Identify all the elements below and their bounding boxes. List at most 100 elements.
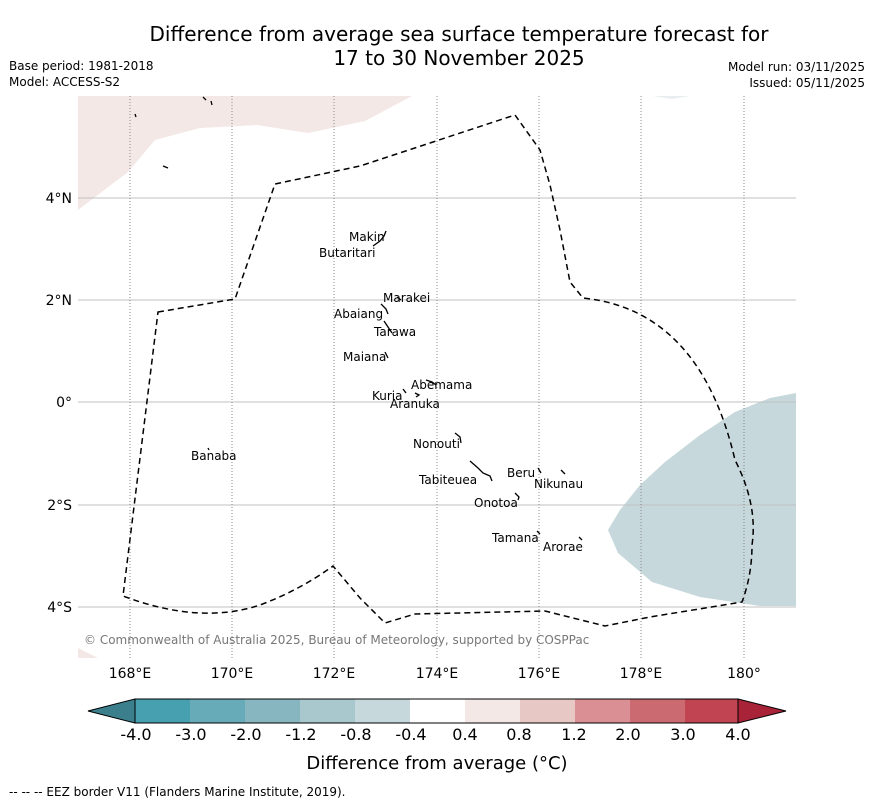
lon-label: 172°E	[313, 666, 356, 682]
atoll-abemama	[425, 379, 437, 386]
colorbar: -4.0 -3.0 -2.0 -1.2 -0.8 -0.4 0.4 0.8 1.…	[87, 698, 787, 774]
atoll-tarawa	[383, 320, 393, 334]
island-mark	[162, 165, 169, 169]
atoll-kuria	[402, 388, 407, 394]
longitude-labels: 168°E 170°E 172°E 174°E 176°E 178°E 180°	[109, 666, 761, 682]
colorbar-label: 0.4	[452, 725, 477, 744]
colorbar-label: 2.0	[615, 725, 640, 744]
model-run: Model run: 03/11/2025	[727, 60, 865, 74]
place-label: Maiana	[343, 350, 386, 364]
colorbar-segment	[465, 699, 520, 723]
place-label: Beru	[507, 466, 535, 480]
colorbar-title: Difference from average (°C)	[306, 753, 567, 774]
title-line-1: Difference from average sea surface temp…	[149, 22, 769, 46]
place-label: Nonouti	[413, 437, 460, 451]
place-label: Banaba	[191, 449, 237, 463]
lon-label: 180°	[727, 666, 761, 682]
footnote: -- -- -- EEZ border V11 (Flanders Marine…	[9, 785, 346, 799]
colorbar-segment	[190, 699, 245, 723]
atoll-aranuka	[414, 392, 421, 398]
colorbar-segment	[355, 699, 410, 723]
atoll-onotoa	[514, 492, 520, 501]
map-panel	[78, 96, 796, 658]
colorbar-segment	[300, 699, 355, 723]
place-label: Abemama	[411, 378, 472, 392]
colorbar-label: 0.8	[506, 725, 531, 744]
place-label: Tamana	[491, 531, 539, 545]
lon-label: 168°E	[109, 666, 152, 682]
island-banaba	[207, 447, 210, 451]
issued-date: Issued: 05/11/2025	[749, 76, 865, 90]
lon-label: 176°E	[518, 666, 561, 682]
atoll-nonouti	[454, 432, 462, 444]
lat-label: 4°N	[46, 191, 72, 207]
island-mark	[202, 96, 207, 101]
colorbar-extend-high	[737, 698, 787, 724]
colorbar-label: -1.2	[285, 725, 316, 744]
place-label: Tabiteuea	[418, 473, 477, 487]
atoll-abaiang	[380, 303, 389, 315]
meta-right: Model run: 03/11/2025 Issued: 05/11/2025	[728, 59, 865, 91]
colorbar-label: -2.0	[230, 725, 261, 744]
colorbar-label: 4.0	[725, 725, 750, 744]
warm-anomaly-region	[78, 96, 412, 210]
atoll-makin-butaritari	[372, 230, 387, 247]
place-label: Marakei	[383, 291, 430, 305]
atoll-beru	[537, 467, 542, 474]
colorbar-segment	[685, 699, 738, 723]
copyright-notice: © Commonwealth of Australia 2025, Bureau…	[84, 633, 589, 647]
longitude-gridlines	[129, 96, 745, 658]
place-label: Arorae	[543, 540, 583, 554]
place-labels: Makin Butaritari Marakei Abaiang Tarawa …	[191, 230, 583, 554]
model-name: Model: ACCESS-S2	[9, 75, 121, 89]
colorbar-extend-low	[87, 698, 136, 724]
colorbar-label: -0.8	[340, 725, 371, 744]
colorbar-segment	[520, 699, 575, 723]
colorbar-label: -4.0	[120, 725, 151, 744]
place-label: Onotoa	[474, 496, 518, 510]
lat-label: 0°	[56, 395, 72, 411]
place-label: Tarawa	[373, 325, 416, 339]
colorbar-frame	[134, 698, 739, 724]
eez-border	[122, 114, 754, 627]
atoll-arorae	[578, 536, 583, 541]
lon-label: 170°E	[211, 666, 254, 682]
atoll-maiana	[384, 351, 389, 359]
colorbar-segment	[410, 699, 465, 723]
lat-label: 2°N	[46, 293, 72, 309]
atoll-marakei	[396, 296, 402, 301]
colorbar-label: -3.0	[175, 725, 206, 744]
place-label: Butaritari	[319, 246, 376, 260]
chart-title: Difference from average sea surface temp…	[0, 22, 873, 70]
island-mark	[210, 100, 213, 106]
warm-anomaly-corner	[78, 648, 98, 658]
title-line-2: 17 to 30 November 2025	[333, 46, 585, 70]
colorbar-segment	[135, 699, 190, 723]
colorbar-label: 1.2	[561, 725, 586, 744]
place-label: Abaiang	[334, 307, 383, 321]
colorbar-label: -0.4	[395, 725, 426, 744]
colorbar-labels: -4.0 -3.0 -2.0 -1.2 -0.8 -0.4 0.4 0.8 1.…	[120, 725, 750, 744]
meta-left: Base period: 1981-2018 Model: ACCESS-S2	[9, 58, 154, 90]
place-label: Nikunau	[534, 477, 583, 491]
lat-label: 4°S	[47, 600, 72, 616]
atoll-tabiteuea	[469, 460, 493, 482]
lon-label: 178°E	[620, 666, 663, 682]
place-label: Kuria	[372, 389, 403, 403]
place-label: Aranuka	[390, 397, 440, 411]
latitude-labels: 4°N 2°N 0° 2°S 4°S	[46, 191, 73, 616]
cool-anomaly-region	[608, 393, 796, 606]
island-outlines	[134, 96, 583, 541]
lon-label: 174°E	[416, 666, 459, 682]
island-mark	[134, 113, 137, 118]
colorbar-segment	[575, 699, 630, 723]
colorbar-segment	[245, 699, 300, 723]
colorbar-label: 3.0	[670, 725, 695, 744]
atoll-nikunau	[560, 469, 566, 475]
base-period: Base period: 1981-2018	[9, 59, 154, 73]
cool-anomaly-top	[653, 96, 690, 99]
place-label: Makin	[349, 230, 385, 244]
lat-label: 2°S	[47, 498, 72, 514]
colorbar-segment	[630, 699, 685, 723]
